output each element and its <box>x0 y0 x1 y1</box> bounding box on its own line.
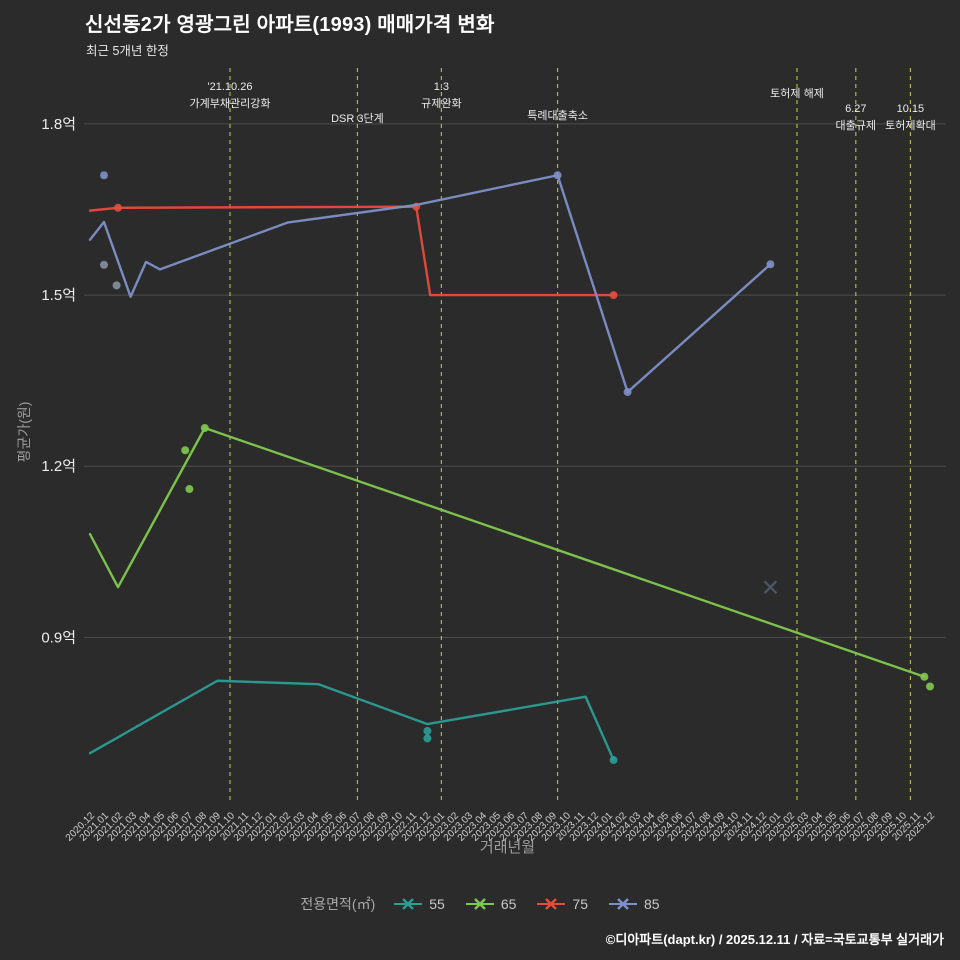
event-label: 대출규제 <box>836 119 876 132</box>
legend-item-75[interactable]: 75 <box>536 896 588 912</box>
muted-data-point-85 <box>112 281 121 290</box>
event-label: 토허제 해제 <box>770 86 824 100</box>
legend-item-85[interactable]: 85 <box>608 896 660 912</box>
data-point-85 <box>623 388 632 397</box>
data-point-55 <box>609 756 618 765</box>
muted-data-point-85 <box>100 260 108 269</box>
cancelled-transaction-x-marker <box>763 580 778 594</box>
legend-line-x-marker-65 <box>465 898 494 910</box>
legend-line-x-marker-55 <box>394 898 423 910</box>
x-axis-title: 거래년월 <box>479 839 536 856</box>
series-line-85 <box>88 174 772 394</box>
data-point-85 <box>766 260 775 269</box>
y-tick-label: 1.8억 <box>41 116 76 133</box>
event-label: '21.10.26 <box>208 81 253 93</box>
series-line-65 <box>88 426 926 678</box>
data-point-65 <box>926 682 934 691</box>
y-tick-label: 1.5억 <box>41 287 76 304</box>
event-label: 토허제확대 <box>885 119 936 132</box>
data-point-85 <box>100 171 108 180</box>
y-tick-label: 1.2억 <box>41 458 76 475</box>
data-point-65 <box>200 424 209 433</box>
y-axis-title: 평균가(원) <box>16 401 32 463</box>
data-point-65 <box>181 446 190 455</box>
legend-items: 55 65 75 85 <box>393 896 660 912</box>
chart-subtitle: 최근 5개년 한정 <box>86 44 169 58</box>
source-footer: ©디아파트(dapt.kr) / 2025.12.11 / 자료=국토교통부 실… <box>605 932 944 947</box>
legend-item-55[interactable]: 55 <box>393 896 445 912</box>
legend-label-65: 65 <box>500 896 517 912</box>
event-label: 1.3 <box>434 81 449 93</box>
legend-label-75: 75 <box>572 896 588 912</box>
event-label: 6.27 <box>845 103 866 115</box>
page-title: 신선동2가 영광그린 아파트(1993) 매매가격 변화 <box>85 14 495 36</box>
series-line-75 <box>88 205 615 297</box>
event-label: DSR 3단계 <box>331 112 384 125</box>
data-point-75 <box>114 203 122 212</box>
data-point-85 <box>553 171 562 180</box>
data-point-75 <box>609 291 618 300</box>
legend-title: 전용면적(㎡) <box>300 896 376 912</box>
legend-label-55: 55 <box>429 896 445 912</box>
y-tick-label: 0.9억 <box>41 629 76 646</box>
data-point-65 <box>185 485 194 494</box>
data-point-55 <box>423 726 432 735</box>
data-point-65 <box>920 672 929 681</box>
event-label: 10.15 <box>897 103 925 115</box>
legend-item-65[interactable]: 65 <box>465 896 517 912</box>
event-label: 특례대출축소 <box>527 109 588 122</box>
event-label: 가계부채관리강화 <box>190 97 271 110</box>
data-point-55 <box>423 734 432 743</box>
legend-label-85: 85 <box>644 896 660 912</box>
series-line-55 <box>88 679 615 762</box>
event-label: 규제완화 <box>421 97 461 110</box>
legend-line-x-marker-75 <box>537 898 566 910</box>
legend-line-x-marker-85 <box>609 898 637 910</box>
legend: 전용면적(㎡) 55 65 75 85 <box>0 894 960 914</box>
